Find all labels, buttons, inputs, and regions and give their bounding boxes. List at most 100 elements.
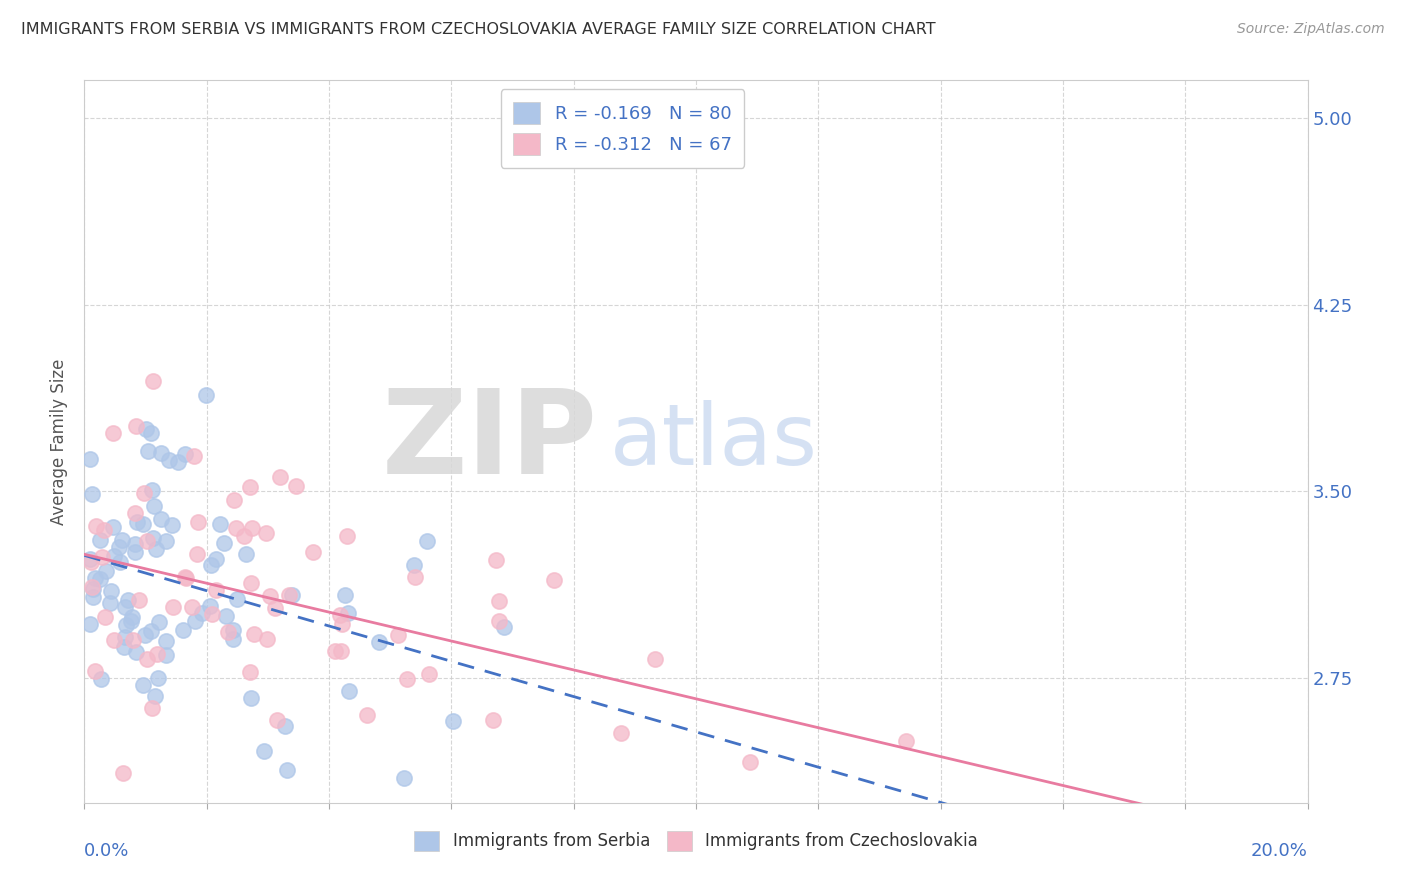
Point — [337, 606, 360, 620]
Point — [392, 771, 415, 785]
Point — [252, 744, 274, 758]
Text: 20.0%: 20.0% — [1251, 842, 1308, 860]
Point — [124, 537, 146, 551]
Point — [141, 701, 163, 715]
Point — [132, 678, 155, 692]
Point — [142, 375, 165, 389]
Point — [488, 594, 510, 608]
Point — [146, 647, 169, 661]
Point — [239, 665, 262, 679]
Point — [98, 596, 121, 610]
Point — [84, 519, 107, 533]
Point — [96, 564, 118, 578]
Point — [173, 570, 195, 584]
Point — [404, 558, 426, 572]
Point — [155, 633, 177, 648]
Point — [356, 707, 378, 722]
Point — [132, 486, 155, 500]
Point — [90, 672, 112, 686]
Point — [139, 425, 162, 440]
Point — [172, 623, 194, 637]
Point — [740, 755, 762, 769]
Point — [405, 569, 427, 583]
Point — [148, 615, 170, 629]
Point — [84, 571, 107, 585]
Point — [145, 541, 167, 556]
Point — [278, 588, 301, 602]
Point — [124, 645, 146, 659]
Point — [222, 624, 245, 638]
Point — [174, 571, 197, 585]
Point — [132, 517, 155, 532]
Point — [89, 572, 111, 586]
Point — [141, 483, 163, 497]
Point — [186, 547, 208, 561]
Point — [80, 487, 103, 501]
Point — [222, 632, 245, 646]
Text: ZIP: ZIP — [382, 384, 598, 499]
Point — [93, 610, 115, 624]
Point — [416, 534, 439, 549]
Point — [281, 588, 304, 602]
Point — [387, 628, 409, 642]
Point — [243, 627, 266, 641]
Point — [142, 499, 165, 513]
Point — [112, 640, 135, 654]
Point — [644, 652, 666, 666]
Point — [114, 630, 136, 644]
Point — [139, 624, 162, 638]
Point — [79, 452, 101, 467]
Point — [121, 609, 143, 624]
Point — [143, 689, 166, 703]
Point — [209, 517, 232, 532]
Point — [101, 520, 124, 534]
Point — [103, 633, 125, 648]
Point — [79, 552, 101, 566]
Point — [82, 582, 104, 597]
Point — [159, 452, 181, 467]
Point — [84, 664, 107, 678]
Point — [128, 593, 150, 607]
Point — [239, 576, 262, 591]
Point — [149, 445, 172, 459]
Point — [80, 580, 103, 594]
Point — [215, 609, 238, 624]
Point — [337, 684, 360, 698]
Point — [256, 632, 278, 647]
Point — [108, 555, 131, 569]
Point — [441, 714, 464, 728]
Point — [184, 614, 207, 628]
Point — [418, 667, 440, 681]
Text: atlas: atlas — [610, 400, 818, 483]
Point — [142, 531, 165, 545]
Point — [114, 600, 136, 615]
Point — [222, 493, 245, 508]
Y-axis label: Average Family Size: Average Family Size — [51, 359, 69, 524]
Point — [136, 444, 159, 458]
Point — [195, 388, 218, 402]
Point — [134, 628, 156, 642]
Point — [323, 644, 346, 658]
Point — [91, 550, 114, 565]
Point — [273, 718, 295, 732]
Point — [183, 450, 205, 464]
Point — [120, 615, 142, 629]
Point — [494, 620, 516, 634]
Point — [160, 518, 183, 533]
Point — [488, 615, 510, 629]
Point — [232, 529, 254, 543]
Point — [124, 545, 146, 559]
Point — [336, 529, 359, 543]
Point — [254, 525, 277, 540]
Point — [89, 533, 111, 547]
Point — [482, 713, 505, 727]
Point — [135, 422, 157, 436]
Point — [201, 607, 224, 621]
Point — [225, 521, 247, 535]
Text: IMMIGRANTS FROM SERBIA VS IMMIGRANTS FROM CZECHOSLOVAKIA AVERAGE FAMILY SIZE COR: IMMIGRANTS FROM SERBIA VS IMMIGRANTS FRO… — [21, 22, 936, 37]
Point — [187, 515, 209, 529]
Point — [264, 600, 287, 615]
Point — [276, 763, 298, 777]
Point — [107, 540, 129, 554]
Point — [217, 625, 239, 640]
